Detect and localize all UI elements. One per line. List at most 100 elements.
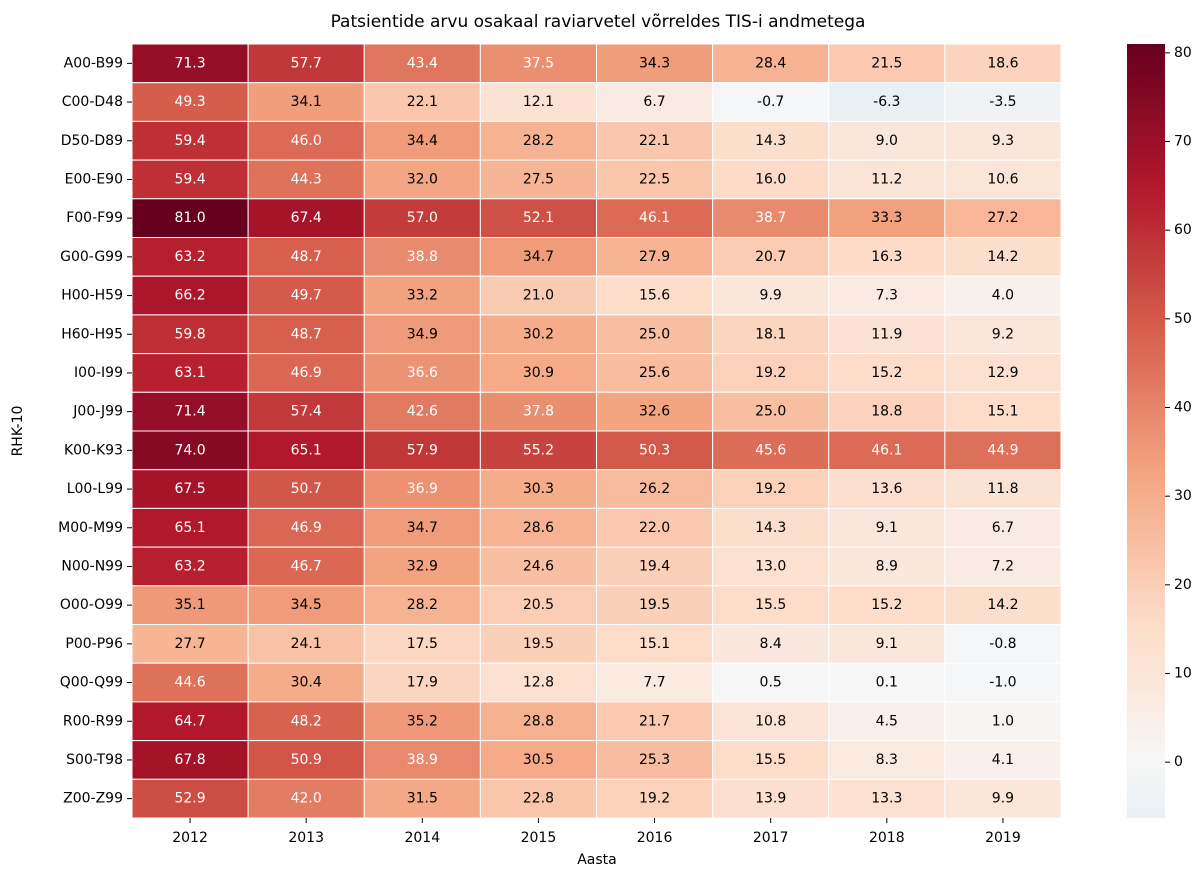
cell-label: 9.9	[992, 791, 1014, 807]
heatmap-cell	[247, 82, 365, 122]
cell-label: 33.2	[407, 288, 438, 304]
cell-label: 0.1	[876, 675, 898, 691]
heatmap-cell	[944, 391, 1062, 432]
heatmap-cell	[479, 778, 597, 819]
cell-label: 8.4	[760, 636, 782, 652]
cell-label: 45.6	[755, 442, 786, 458]
cell-label: 14.2	[987, 597, 1018, 613]
cell-label: 59.4	[174, 133, 205, 149]
cell-label: 81.0	[174, 210, 205, 226]
cell-label: 7.3	[876, 288, 898, 304]
heatmap-cell	[247, 120, 365, 161]
cell-label: 15.2	[871, 597, 902, 613]
cell-label: 30.3	[523, 481, 554, 497]
heatmap-cell	[131, 740, 249, 780]
cell-label: 17.9	[407, 675, 438, 691]
heatmap-cell	[944, 43, 1062, 84]
y-tick-label: S00-T98	[66, 752, 123, 768]
cell-label: -3.5	[989, 94, 1016, 110]
cell-label: 1.0	[992, 713, 1014, 729]
x-tick-label: 2019	[985, 830, 1021, 846]
heatmap-cell	[596, 120, 714, 161]
heatmap-cell	[596, 740, 714, 780]
colorbar-tick-label: 60	[1174, 222, 1192, 238]
cell-label: 22.1	[407, 94, 438, 110]
cell-label: 20.5	[523, 597, 554, 613]
cell-label: 4.5	[876, 713, 898, 729]
cell-label: 32.6	[639, 404, 670, 420]
heatmap-cell	[363, 585, 481, 625]
heatmap-cell	[944, 314, 1062, 355]
x-tick-label: 2013	[288, 830, 324, 846]
heatmap-cell	[944, 353, 1062, 393]
cell-label: -1.0	[989, 675, 1016, 691]
cell-label: 8.3	[876, 752, 898, 768]
cell-label: 44.9	[987, 442, 1018, 458]
cell-label: 22.5	[639, 171, 670, 187]
cell-label: 21.7	[639, 713, 670, 729]
heatmap-cell	[131, 469, 249, 509]
cell-label: 38.9	[407, 752, 438, 768]
heatmap-cell	[944, 662, 1062, 703]
x-tick-label: 2016	[637, 830, 673, 846]
cell-label: 21.5	[871, 55, 902, 71]
heatmap-cell	[828, 740, 946, 780]
cell-label: 22.1	[639, 133, 670, 149]
cell-label: 13.3	[871, 791, 902, 807]
cell-label: 34.1	[291, 94, 322, 110]
cell-label: 9.9	[760, 288, 782, 304]
cell-label: 8.9	[876, 558, 898, 574]
cell-label: 14.3	[755, 133, 786, 149]
heatmap-cell	[479, 391, 597, 432]
cell-label: 28.2	[407, 597, 438, 613]
heatmap-cell	[363, 391, 481, 432]
cell-label: 55.2	[523, 442, 554, 458]
heatmap-cell	[712, 585, 830, 625]
cell-label: 71.3	[174, 55, 205, 71]
x-tick-label: 2018	[869, 830, 905, 846]
cell-label: 24.6	[523, 558, 554, 574]
heatmap-cell	[479, 82, 597, 122]
cell-label: 48.7	[291, 326, 322, 342]
heatmap-cell	[596, 430, 714, 471]
y-tick-label: C00-D48	[62, 94, 123, 110]
cell-label: 46.9	[291, 520, 322, 536]
cell-label: 46.0	[291, 133, 322, 149]
y-tick-label: R00-R99	[63, 713, 123, 729]
cell-label: -6.3	[873, 94, 900, 110]
cell-label: 66.2	[174, 288, 205, 304]
heatmap-cell	[712, 120, 830, 161]
cell-label: 57.4	[291, 404, 322, 420]
cell-label: 25.0	[755, 404, 786, 420]
x-tick-label: 2012	[172, 830, 208, 846]
heatmap-cell	[596, 353, 714, 393]
cell-label: 33.3	[871, 210, 902, 226]
cell-label: 21.0	[523, 288, 554, 304]
cell-label: 38.7	[755, 210, 786, 226]
heatmap-cell	[479, 198, 597, 239]
heatmap-cell	[596, 237, 714, 277]
heatmap-cell	[828, 198, 946, 239]
cell-label: 34.7	[407, 520, 438, 536]
heatmap-cell	[363, 43, 481, 84]
cell-label: 19.5	[639, 597, 670, 613]
heatmap-cell	[363, 314, 481, 355]
heatmap-cell	[944, 275, 1062, 316]
cell-label: 65.1	[291, 442, 322, 458]
heatmap-cell	[479, 159, 597, 200]
heatmap-cell	[828, 275, 946, 316]
y-tick-label: N00-N99	[61, 558, 123, 574]
cell-label: 19.2	[755, 365, 786, 381]
cell-label: 19.5	[523, 636, 554, 652]
cell-label: 12.8	[523, 675, 554, 691]
heatmap-cell	[363, 624, 481, 664]
cell-label: 30.9	[523, 365, 554, 381]
colorbar-tick-label: 70	[1174, 134, 1192, 150]
cell-label: 52.9	[174, 791, 205, 807]
heatmap-cell	[944, 82, 1062, 122]
cell-label: 65.1	[174, 520, 205, 536]
cell-label: 27.2	[987, 210, 1018, 226]
cell-label: 13.0	[755, 558, 786, 574]
heatmap-cell	[828, 585, 946, 625]
cell-label: 50.9	[291, 752, 322, 768]
